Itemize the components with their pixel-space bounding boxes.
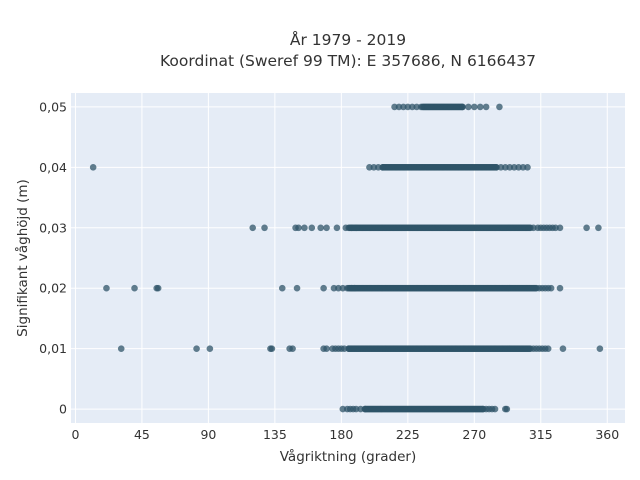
x-tick-label: 360 xyxy=(595,427,619,442)
data-point xyxy=(352,224,360,232)
data-point xyxy=(556,224,564,232)
x-tick-label: 135 xyxy=(263,427,287,442)
data-point xyxy=(491,405,499,413)
data-point xyxy=(320,284,327,292)
data-point xyxy=(323,345,330,352)
x-axis-ticks: 0 45 90 135 180 225 270 315 360 xyxy=(71,427,619,442)
x-tick-label: 90 xyxy=(200,427,216,442)
data-point xyxy=(333,224,341,232)
chart-subtitle: Koordinat (Sweref 99 TM): E 357686, N 61… xyxy=(160,52,536,70)
data-point xyxy=(482,103,490,111)
data-point xyxy=(556,284,564,292)
data-point xyxy=(131,284,138,292)
y-tick-label: 0,03 xyxy=(39,220,67,235)
data-point xyxy=(465,103,472,111)
data-point xyxy=(379,164,387,171)
data-point xyxy=(559,345,567,352)
data-point xyxy=(496,103,503,111)
data-point xyxy=(278,284,286,292)
data-point xyxy=(117,345,125,352)
x-tick-label: 225 xyxy=(396,427,420,442)
chart-title: År 1979 - 2019 xyxy=(290,30,406,49)
data-point xyxy=(301,224,308,232)
data-point xyxy=(544,345,552,352)
data-point xyxy=(308,224,316,232)
data-point xyxy=(342,224,350,232)
data-point xyxy=(323,224,330,232)
y-tick-label: 0,01 xyxy=(39,341,67,356)
x-tick-label: 315 xyxy=(529,427,553,442)
x-tick-label: 180 xyxy=(329,427,353,442)
data-point xyxy=(268,345,276,352)
data-point xyxy=(524,164,531,171)
x-tick-label: 270 xyxy=(462,427,486,442)
data-point xyxy=(193,345,200,352)
data-point xyxy=(261,224,268,232)
data-point xyxy=(89,164,97,171)
data-point xyxy=(295,224,302,232)
data-point xyxy=(417,103,425,111)
data-point xyxy=(154,284,162,292)
data-point xyxy=(583,224,590,232)
data-point xyxy=(351,284,358,292)
data-point xyxy=(206,345,214,352)
data-point xyxy=(345,345,353,352)
data-point xyxy=(547,284,555,292)
data-point xyxy=(249,224,257,232)
y-tick-label: 0,05 xyxy=(39,99,67,114)
data-point xyxy=(293,284,301,292)
data-point xyxy=(459,103,466,111)
data-point xyxy=(503,405,511,413)
data-point xyxy=(596,345,604,352)
x-tick-label: 0 xyxy=(71,427,79,442)
y-axis-label: Signifikant våghöjd (m) xyxy=(14,179,31,337)
data-point xyxy=(361,405,369,413)
y-tick-label: 0,02 xyxy=(39,281,67,296)
data-point xyxy=(289,345,296,352)
plot-area xyxy=(71,93,625,423)
data-point xyxy=(103,284,110,292)
data-points xyxy=(89,103,604,413)
data-point xyxy=(471,103,478,111)
data-point xyxy=(595,224,602,232)
y-axis-ticks: 0 0,01 0,02 0,03 0,04 0,05 xyxy=(39,99,67,416)
y-tick-label: 0,04 xyxy=(39,160,67,175)
x-tick-label: 45 xyxy=(134,427,150,442)
data-point xyxy=(476,103,484,111)
data-point xyxy=(317,224,324,232)
x-axis-label: Vågriktning (grader) xyxy=(280,448,417,465)
y-tick-label: 0 xyxy=(59,402,67,417)
